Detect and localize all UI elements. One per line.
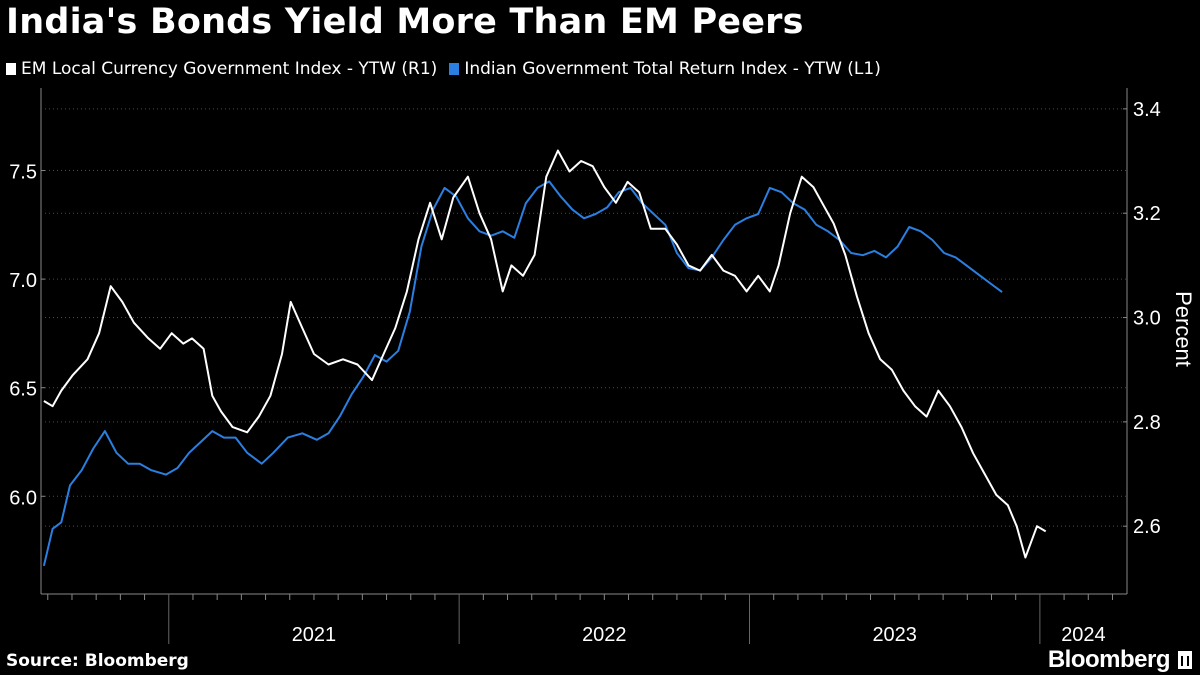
right-axis: 2.6 2.8 3.0 3.2 3.4 xyxy=(1123,99,1161,538)
series-line-india xyxy=(42,180,1003,567)
right-tick-label: 3.2 xyxy=(1133,203,1161,225)
left-tick-label: 7.0 xyxy=(9,270,37,292)
legend-swatch-em xyxy=(6,63,16,75)
source-note: Source: Bloomberg xyxy=(6,651,189,671)
x-tick-label: 2022 xyxy=(582,624,627,646)
bloomberg-terminal-icon xyxy=(1178,651,1192,669)
legend-item-em: EM Local Currency Government Index - YTW… xyxy=(6,59,437,79)
x-axis: 2021 2022 2023 2024 xyxy=(47,594,1113,646)
left-axis: 6.0 6.5 7.0 7.5 xyxy=(9,162,45,509)
legend-item-india: Indian Government Total Return Index - Y… xyxy=(449,59,881,79)
right-tick-label: 3.0 xyxy=(1133,308,1161,330)
x-tick-label: 2021 xyxy=(292,624,337,646)
brand-name: Bloomberg xyxy=(1047,646,1171,673)
left-tick-label: 6.0 xyxy=(9,487,37,509)
right-axis-label: Percent xyxy=(1171,291,1196,367)
right-tick-label: 2.8 xyxy=(1133,412,1161,434)
right-tick-label: 2.6 xyxy=(1133,516,1161,538)
series-line-em xyxy=(43,149,1047,559)
brand-logo: Bloomberg xyxy=(1048,646,1192,674)
legend-label-india: Indian Government Total Return Index - Y… xyxy=(464,59,881,79)
left-tick-label: 6.5 xyxy=(9,379,37,401)
series-lines xyxy=(42,149,1047,567)
legend-swatch-india xyxy=(449,63,460,75)
right-tick-label: 3.4 xyxy=(1133,99,1161,121)
left-tick-label: 7.5 xyxy=(9,162,37,184)
legend-label-em: EM Local Currency Government Index - YTW… xyxy=(21,59,438,79)
chart-title: India's Bonds Yield More Than EM Peers xyxy=(6,2,804,42)
x-tick-label: 2023 xyxy=(872,624,917,646)
chart-legend: EM Local Currency Government Index - YTW… xyxy=(6,59,893,79)
x-tick-label: 2024 xyxy=(1061,624,1106,646)
grid-lines xyxy=(40,88,1128,595)
